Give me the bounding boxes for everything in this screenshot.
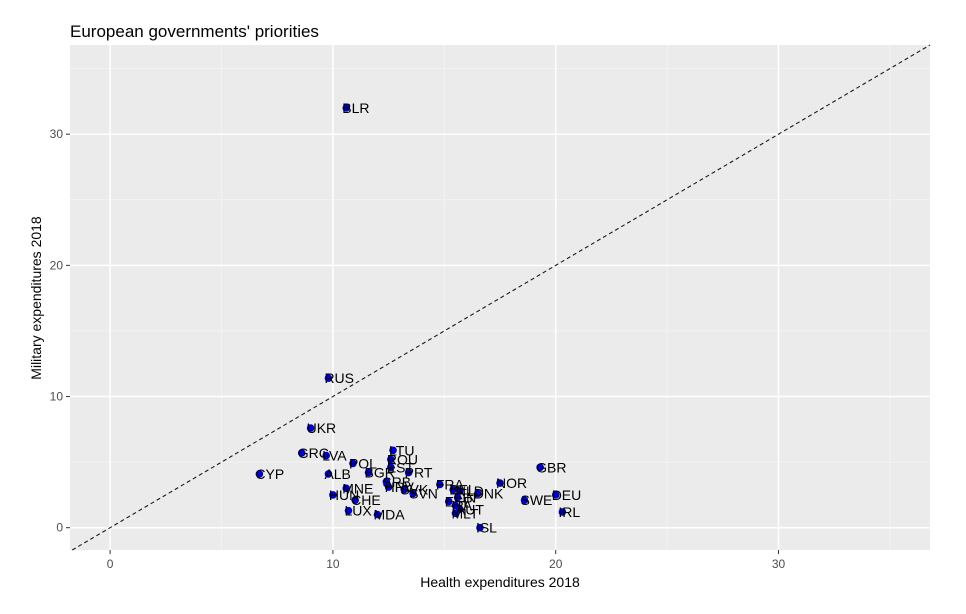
point-label-ukr: UKR bbox=[307, 420, 337, 436]
point-rus bbox=[324, 374, 333, 382]
point-label-lva: LVA bbox=[322, 448, 347, 464]
point-prt bbox=[404, 468, 413, 477]
minor-gridlines bbox=[70, 45, 930, 550]
point-lva bbox=[322, 451, 331, 460]
point-label-aut: AUT bbox=[456, 501, 484, 517]
point-label-rus: RUS bbox=[324, 370, 354, 386]
point-label-deu: DEU bbox=[552, 487, 582, 503]
point-esp bbox=[444, 497, 453, 506]
point-label-gbr: GBR bbox=[536, 459, 566, 475]
point-hrv bbox=[384, 483, 393, 491]
point-label-hun: HUN bbox=[329, 487, 359, 503]
y-tick-label: 30 bbox=[50, 127, 64, 141]
y-tick-label: 10 bbox=[50, 390, 64, 404]
point-rou bbox=[387, 455, 395, 464]
point-label-irl: IRL bbox=[558, 504, 580, 520]
point-bel bbox=[449, 485, 458, 494]
major-gridlines bbox=[70, 45, 930, 550]
x-tick-label: 0 bbox=[107, 557, 114, 571]
point-mne bbox=[342, 484, 351, 493]
point-label-mne: MNE bbox=[342, 480, 373, 496]
data-points bbox=[255, 104, 567, 532]
point-label-dnk: DNK bbox=[474, 486, 504, 502]
point-svn bbox=[409, 489, 417, 498]
point-cyp bbox=[255, 470, 264, 478]
point-lux bbox=[344, 506, 353, 515]
point-irl bbox=[558, 508, 567, 516]
point-ukr bbox=[306, 424, 315, 432]
y-axis-title: Military expenditures 2018 bbox=[28, 216, 44, 380]
point-label-swe: SWE bbox=[521, 492, 553, 508]
point-gbr bbox=[536, 463, 544, 472]
point-label-blr: BLR bbox=[342, 100, 369, 116]
y-tick-label: 0 bbox=[56, 521, 63, 535]
point-alb bbox=[324, 470, 333, 478]
point-mda bbox=[373, 510, 382, 519]
identity-reference-line bbox=[71, 44, 931, 551]
point-label-rou: ROU bbox=[387, 451, 418, 467]
x-axis-title: Health expenditures 2018 bbox=[420, 574, 580, 590]
x-tick-label: 10 bbox=[326, 557, 340, 571]
x-tick-label: 30 bbox=[772, 557, 786, 571]
point-label-ita: ITA bbox=[451, 497, 472, 513]
point-label-pol: POL bbox=[349, 455, 377, 471]
point-bgr bbox=[364, 468, 373, 477]
point-svk bbox=[400, 485, 408, 494]
point-blr bbox=[342, 104, 351, 112]
point-label-nor: NOR bbox=[496, 475, 527, 491]
point-fra bbox=[436, 480, 444, 489]
point-label-svk: SVK bbox=[400, 482, 429, 498]
point-label-grc: GRC bbox=[298, 445, 329, 461]
point-che bbox=[351, 496, 359, 504]
y-tick-label: 20 bbox=[50, 258, 64, 272]
point-label-est: EST bbox=[387, 459, 415, 475]
point-nld bbox=[456, 487, 464, 495]
y-axis-ticks: 0 10 20 30 bbox=[50, 127, 70, 535]
point-ltu bbox=[389, 446, 397, 455]
point-label-fra: FRA bbox=[436, 476, 465, 492]
point-label-mda: MDA bbox=[373, 507, 405, 523]
point-label-mlt: MLT bbox=[451, 505, 478, 521]
point-label-isl: ISL bbox=[476, 520, 497, 536]
chart-title: European governments' priorities bbox=[70, 22, 319, 41]
point-label-bel: BEL bbox=[449, 482, 476, 498]
point-deu bbox=[551, 491, 560, 499]
point-label-fin: FIN bbox=[454, 490, 477, 506]
point-grc bbox=[297, 449, 306, 457]
point-label-prt: PRT bbox=[405, 465, 433, 481]
point-fin bbox=[453, 493, 462, 502]
point-hun bbox=[329, 491, 337, 499]
point-pol bbox=[349, 459, 357, 468]
point-label-cyp: CYP bbox=[255, 466, 284, 482]
point-est bbox=[387, 463, 395, 472]
point-dnk bbox=[473, 489, 482, 498]
point-label-hrv: HRV bbox=[385, 479, 415, 495]
point-label-lux: LUX bbox=[344, 503, 372, 519]
point-nor bbox=[496, 479, 504, 487]
point-label-alb: ALB bbox=[324, 466, 350, 482]
x-axis-ticks: 0 10 20 30 bbox=[107, 550, 786, 571]
x-tick-label: 20 bbox=[549, 557, 563, 571]
point-label-bgr: BGR bbox=[365, 465, 395, 481]
point-label-nld: NLD bbox=[456, 483, 484, 499]
point-mlt bbox=[451, 509, 460, 518]
point-label-che: CHE bbox=[351, 492, 381, 508]
point-label-svn: SVN bbox=[409, 486, 438, 502]
point-label-srb: SRB bbox=[382, 474, 411, 490]
point-isl bbox=[476, 523, 484, 532]
point-swe bbox=[520, 496, 529, 504]
point-label-ltu: LTU bbox=[389, 442, 414, 458]
point-label-esp: ESP bbox=[445, 493, 473, 509]
